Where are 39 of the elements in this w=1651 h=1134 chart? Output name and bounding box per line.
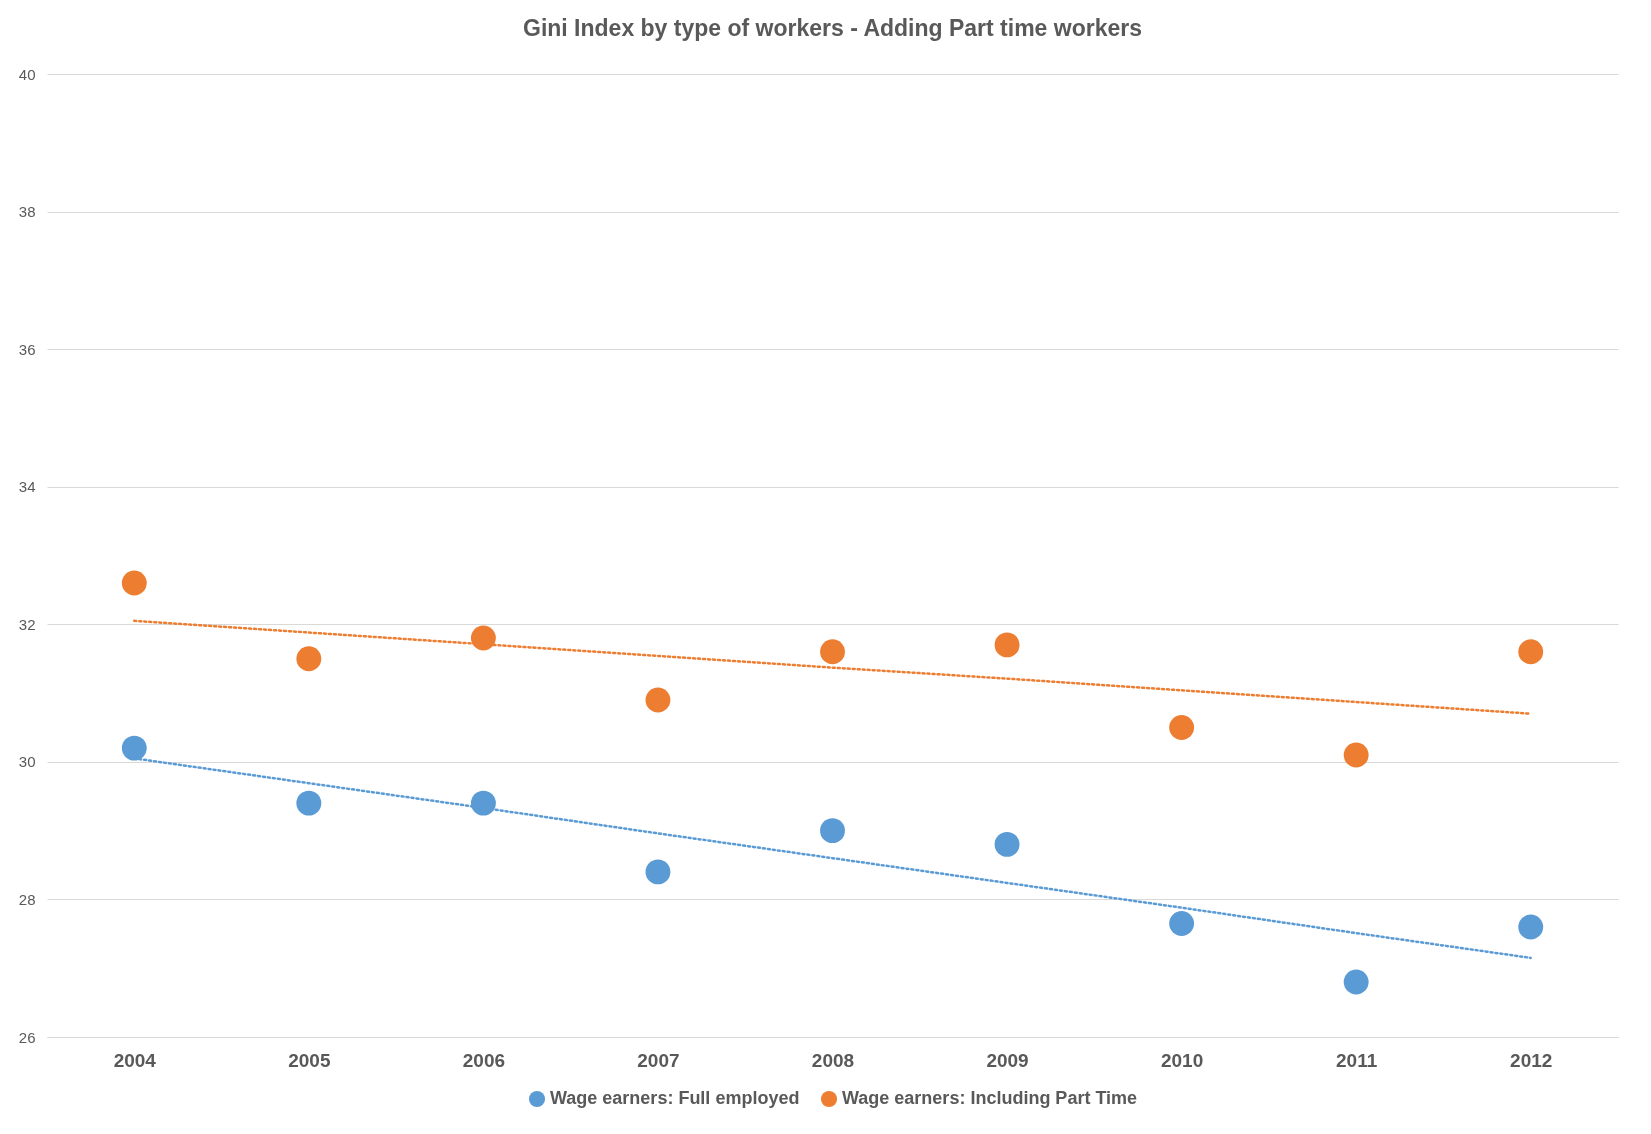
point	[1343, 742, 1369, 768]
point	[470, 625, 496, 651]
point	[645, 687, 671, 713]
y-tick-label: 26	[18, 1028, 36, 1046]
line-series	[133, 619, 1532, 715]
y-tick-label: 28	[18, 890, 36, 908]
x-tick-label: 2012	[1510, 1049, 1553, 1071]
x-tick-label: 2011	[1336, 1049, 1378, 1071]
x-tick-label: 2005	[288, 1049, 331, 1071]
y-tick-label: 36	[18, 340, 36, 358]
point	[296, 790, 322, 816]
legend-label: Wage earners: Including Part Time	[842, 1088, 1138, 1108]
point	[820, 639, 845, 665]
y-tick-label: 34	[18, 478, 36, 496]
point	[1518, 639, 1544, 665]
point	[645, 859, 671, 885]
x-tick-label: 2004	[113, 1049, 157, 1071]
legend-label: Wage earners: Full employed	[550, 1088, 800, 1108]
point	[1518, 914, 1544, 940]
point	[296, 646, 322, 672]
x-tick-label: 2006	[462, 1049, 506, 1071]
y-tick-label: 30	[18, 753, 36, 771]
point	[1169, 715, 1195, 740]
point	[470, 790, 496, 816]
point	[1343, 969, 1369, 995]
point	[994, 831, 1020, 857]
y-tick-label: 38	[18, 203, 36, 221]
y-tick-label: 40	[18, 65, 36, 83]
x-tick-label: 2010	[1160, 1049, 1204, 1071]
x-tick-label: 2009	[986, 1049, 1029, 1071]
point	[820, 818, 845, 844]
y-tick-label: 32	[18, 615, 36, 633]
point	[121, 570, 147, 596]
x-tick-label: 2007	[637, 1049, 680, 1071]
chart-title: Gini Index by type of workers - Adding Part time workers	[522, 15, 1143, 41]
point	[1169, 911, 1195, 936]
point	[994, 632, 1020, 658]
x-tick-label: 2008	[811, 1049, 855, 1071]
point	[121, 735, 147, 761]
